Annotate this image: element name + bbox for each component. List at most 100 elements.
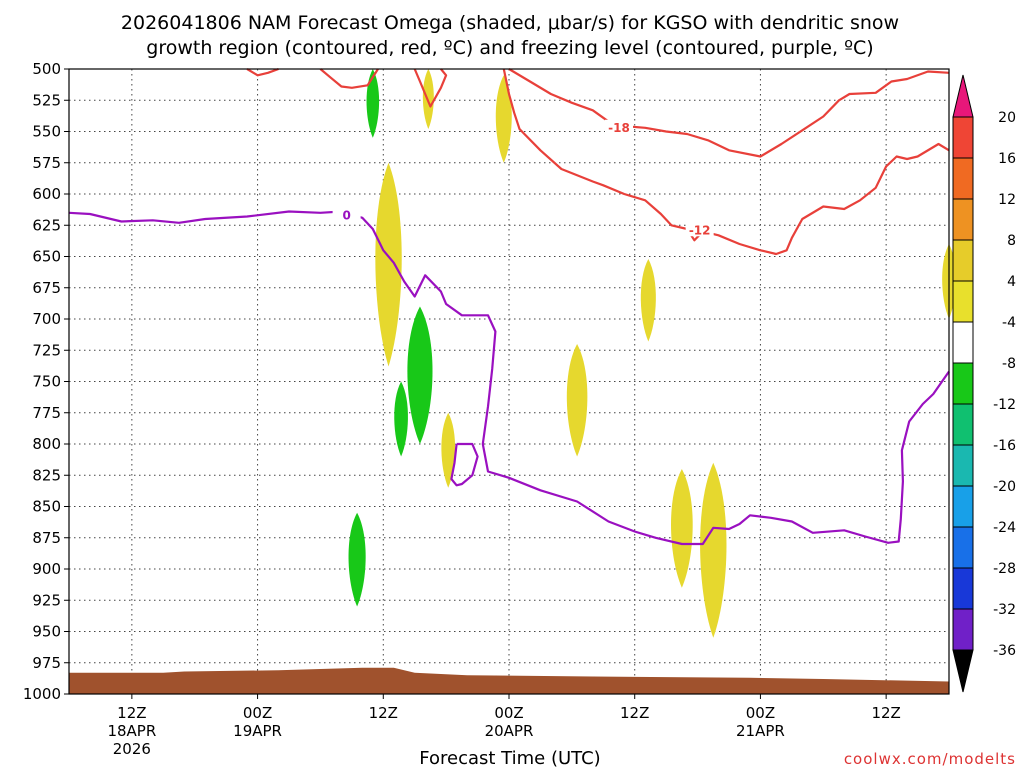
colorbar-swatch bbox=[952, 321, 974, 364]
omega-shade-negative bbox=[394, 381, 408, 457]
colorbar-swatch bbox=[952, 485, 974, 528]
colorbar-label: -16 bbox=[993, 438, 1016, 454]
colorbar-top-arrow bbox=[952, 74, 974, 118]
colorbar-label: -4 bbox=[1002, 315, 1016, 331]
colorbar-swatch bbox=[952, 239, 974, 282]
contour-label-bg bbox=[685, 222, 714, 237]
contour-label-bg bbox=[605, 119, 633, 134]
colorbar-swatch bbox=[952, 362, 974, 405]
colorbar-label: -12 bbox=[993, 397, 1016, 413]
contour-lines bbox=[68, 67, 950, 546]
contour-label: -12 bbox=[689, 223, 711, 237]
colorbar-swatch bbox=[952, 608, 974, 651]
y-tick-label: 575 bbox=[32, 154, 61, 172]
y-tick-label: 775 bbox=[32, 404, 61, 422]
omega-shade-negative bbox=[407, 306, 433, 444]
y-tick-label: 900 bbox=[32, 560, 61, 578]
colorbar-swatch bbox=[952, 116, 974, 159]
colorbar-label: -32 bbox=[993, 602, 1016, 618]
y-tick-label: 975 bbox=[32, 654, 61, 672]
colorbar-swatch bbox=[952, 157, 974, 200]
terrain-fill bbox=[69, 667, 949, 694]
y-tick-label: 950 bbox=[32, 623, 61, 641]
contour-label: 0 bbox=[342, 208, 350, 222]
y-tick-label: 750 bbox=[32, 373, 61, 391]
colorbar-label: -28 bbox=[993, 561, 1016, 577]
omega-shaded-regions bbox=[348, 69, 956, 638]
freezing-level-contour bbox=[450, 442, 479, 487]
y-tick-label: 725 bbox=[32, 341, 61, 359]
omega-shade-negative bbox=[348, 512, 366, 607]
colorbar-label: 20 bbox=[998, 110, 1016, 126]
colorbar-label: -36 bbox=[993, 643, 1016, 659]
x-tick-label: 20APR bbox=[485, 722, 534, 740]
x-axis-title: Forecast Time (UTC) bbox=[419, 748, 600, 768]
dgz-contour bbox=[508, 68, 950, 158]
colorbar-label: -20 bbox=[993, 479, 1016, 495]
y-tick-label: 675 bbox=[32, 279, 61, 297]
chart-title-line-1: 2026041806 NAM Forecast Omega (shaded, μ… bbox=[121, 12, 899, 34]
colorbar-label: 12 bbox=[998, 192, 1016, 208]
x-tick-label: 00Z bbox=[243, 704, 272, 722]
colorbar-label: 16 bbox=[998, 151, 1016, 167]
y-tick-label: 650 bbox=[32, 248, 61, 266]
x-tick-label: 12Z bbox=[117, 704, 146, 722]
y-tick-label: 875 bbox=[32, 529, 61, 547]
colorbar-swatch bbox=[952, 403, 974, 446]
y-axis-ticks: 500 525 550 575 600 625 650 675 700 725 750 775 800 8… bbox=[23, 60, 69, 703]
omega-shade-positive bbox=[640, 259, 656, 342]
omega-shade-positive bbox=[566, 344, 588, 457]
y-tick-label: 625 bbox=[32, 216, 61, 234]
x-tick-label: 19APR bbox=[233, 722, 282, 740]
omega-shade-positive bbox=[441, 412, 456, 488]
omega-shade-positive bbox=[700, 462, 727, 638]
omega-shade-positive bbox=[375, 162, 402, 367]
y-tick-label: 1000 bbox=[23, 685, 61, 703]
y-tick-label: 800 bbox=[32, 435, 61, 453]
contour-label-bg bbox=[332, 207, 361, 222]
y-tick-label: 525 bbox=[32, 91, 61, 109]
credit-text: coolwx.com/modelts bbox=[844, 750, 1016, 768]
omega-shade-positive bbox=[671, 469, 693, 588]
x-tick-label: 18APR bbox=[107, 722, 156, 740]
dgz-contour bbox=[413, 68, 448, 108]
colorbar-swatch bbox=[952, 567, 974, 610]
colorbar-bottom-arrow bbox=[952, 649, 974, 693]
colorbar-label: 8 bbox=[1007, 233, 1016, 249]
colorbar-label: 4 bbox=[1007, 274, 1016, 290]
contour-label: -18 bbox=[608, 121, 630, 135]
x-tick-label: 2026 bbox=[113, 740, 151, 758]
colorbar-swatch bbox=[952, 526, 974, 569]
y-tick-label: 850 bbox=[32, 498, 61, 516]
omega-shade-negative bbox=[366, 69, 380, 138]
dgz-contour bbox=[502, 68, 950, 256]
y-tick-label: 700 bbox=[32, 310, 61, 328]
contour-labels: -12 -18 0 bbox=[332, 119, 714, 237]
x-tick-label: 12Z bbox=[620, 704, 649, 722]
terrain-area bbox=[69, 667, 949, 694]
x-tick-label: 12Z bbox=[369, 704, 398, 722]
colorbar-swatch bbox=[952, 444, 974, 487]
plot-area: -12 -18 0 bbox=[68, 67, 956, 695]
x-tick-label: 12Z bbox=[871, 704, 900, 722]
x-tick-label: 21APR bbox=[736, 722, 785, 740]
freezing-level-contour bbox=[68, 210, 950, 546]
colorbar-swatch bbox=[952, 280, 974, 323]
colorbar-swatch bbox=[952, 198, 974, 241]
y-tick-label: 600 bbox=[32, 185, 61, 203]
colorbar: 20 16 12 8 4 -4 -8 -12 -16 -20 -24 -28 -32 -36 bbox=[952, 74, 1016, 693]
dgz-contour bbox=[246, 67, 279, 77]
y-tick-label: 500 bbox=[32, 60, 61, 78]
y-tick-label: 825 bbox=[32, 466, 61, 484]
colorbar-label: -24 bbox=[993, 520, 1016, 536]
x-tick-label: 00Z bbox=[746, 704, 775, 722]
chart-title-line-2: growth region (contoured, red, ºC) and f… bbox=[146, 37, 873, 59]
omega-shade-positive bbox=[495, 75, 512, 163]
x-tick-label: 00Z bbox=[494, 704, 523, 722]
y-tick-label: 925 bbox=[32, 591, 61, 609]
colorbar-label: -8 bbox=[1002, 356, 1016, 372]
y-tick-label: 550 bbox=[32, 123, 61, 141]
dgz-contour bbox=[319, 68, 379, 89]
